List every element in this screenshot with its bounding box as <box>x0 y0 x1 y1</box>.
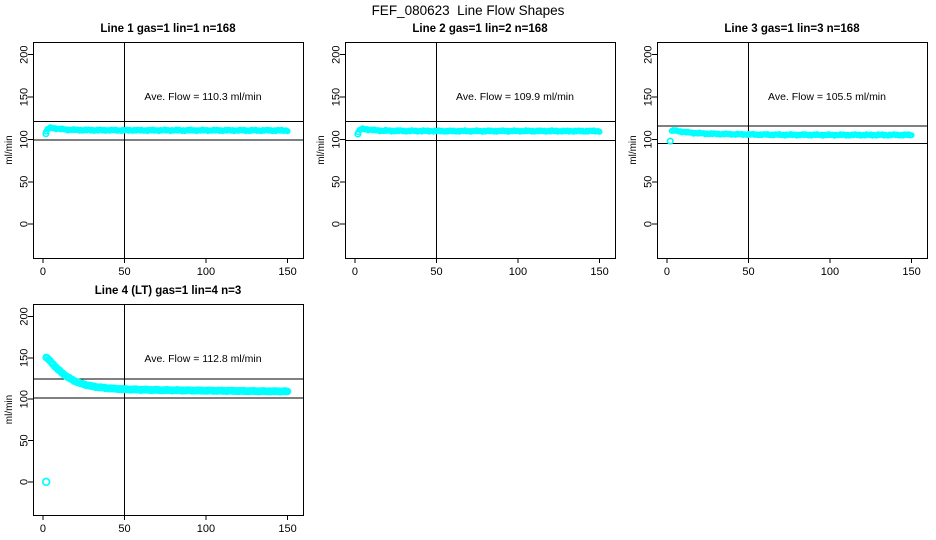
x-tick-label: 100 <box>821 266 839 278</box>
y-tick-label: 100 <box>19 130 31 148</box>
y-tick-label: 0 <box>331 221 343 227</box>
y-tick-label: 50 <box>19 176 31 188</box>
y-axis-label: ml/min <box>628 135 639 164</box>
ave-flow-annotation: Ave. Flow = 105.5 ml/min <box>768 91 886 103</box>
subplot-title: Line 4 (LT) gas=1 lin=4 n=3 <box>95 285 241 297</box>
y-tick-label: 150 <box>643 88 655 106</box>
y-tick-label: 50 <box>643 176 655 188</box>
y-tick-label: 200 <box>643 46 655 64</box>
data-point <box>284 128 291 135</box>
x-tick-label: 150 <box>902 266 920 278</box>
y-axis-label: ml/min <box>4 135 15 164</box>
outlier-point <box>666 137 674 145</box>
y-tick-label: 50 <box>19 434 31 446</box>
y-tick-label: 0 <box>19 479 31 485</box>
x-tick-label: 150 <box>278 266 296 278</box>
plot-frame <box>345 42 616 259</box>
plot-frame <box>657 42 928 259</box>
x-tick-label: 100 <box>197 523 215 535</box>
x-tick-label: 50 <box>742 266 754 278</box>
x-tick-label: 100 <box>197 266 215 278</box>
data-point <box>908 132 915 139</box>
y-tick-label: 100 <box>331 130 343 148</box>
x-tick-label: 100 <box>509 266 527 278</box>
figure-title: FEF_080623 Line Flow Shapes <box>371 3 565 18</box>
y-tick-label: 150 <box>331 88 343 106</box>
outlier-point <box>42 130 50 138</box>
plot-frame <box>33 304 304 516</box>
subplot-title: Line 3 gas=1 lin=3 n=168 <box>724 23 860 35</box>
x-tick-label: 50 <box>430 266 442 278</box>
subplot-title: Line 2 gas=1 lin=2 n=168 <box>412 23 548 35</box>
subplot-4: 0 50 100 150 0 50 100 150 200 ml/min Line 4 (LT) g… <box>4 285 304 535</box>
data-point <box>596 128 603 135</box>
y-tick-label: 100 <box>643 130 655 148</box>
y-tick-label: 200 <box>19 307 31 325</box>
x-tick-label: 150 <box>590 266 608 278</box>
plot-frame <box>33 42 304 259</box>
subplot-title: Line 1 gas=1 lin=1 n=168 <box>100 23 236 35</box>
y-axis-label: ml/min <box>316 135 327 164</box>
y-tick-label: 50 <box>331 176 343 188</box>
ave-flow-annotation: Ave. Flow = 110.3 ml/min <box>144 91 261 103</box>
ave-flow-annotation: Ave. Flow = 112.8 ml/min <box>144 353 261 365</box>
y-tick-label: 200 <box>19 46 31 64</box>
y-axis-label: ml/min <box>4 395 15 424</box>
y-tick-label: 150 <box>19 88 31 106</box>
x-tick-label: 0 <box>40 523 46 535</box>
y-tick-label: 0 <box>643 221 655 227</box>
subplot-2: 0 50 100 150 0 50 100 150 200 ml/min Line 2 gas=1 … <box>316 23 616 278</box>
x-tick-label: 0 <box>40 266 46 278</box>
ave-flow-annotation: Ave. Flow = 109.9 ml/min <box>456 91 574 103</box>
subplot-3: 0 50 100 150 0 50 100 150 200 ml/min Line 3 gas=1 … <box>628 23 928 278</box>
x-tick-label: 50 <box>118 266 130 278</box>
y-tick-label: 200 <box>331 46 343 64</box>
outlier-point <box>354 130 362 138</box>
x-tick-label: 50 <box>118 523 130 535</box>
x-tick-label: 0 <box>664 266 670 278</box>
x-tick-label: 150 <box>278 523 296 535</box>
outlier-point <box>41 477 51 487</box>
data-point <box>283 387 292 396</box>
y-tick-label: 0 <box>19 221 31 227</box>
x-tick-label: 0 <box>352 266 358 278</box>
y-tick-label: 100 <box>19 390 31 408</box>
y-tick-label: 150 <box>19 349 31 367</box>
subplot-1: 0 50 100 150 0 50 100 150 200 ml/min Line 1 gas=1 … <box>4 23 304 278</box>
